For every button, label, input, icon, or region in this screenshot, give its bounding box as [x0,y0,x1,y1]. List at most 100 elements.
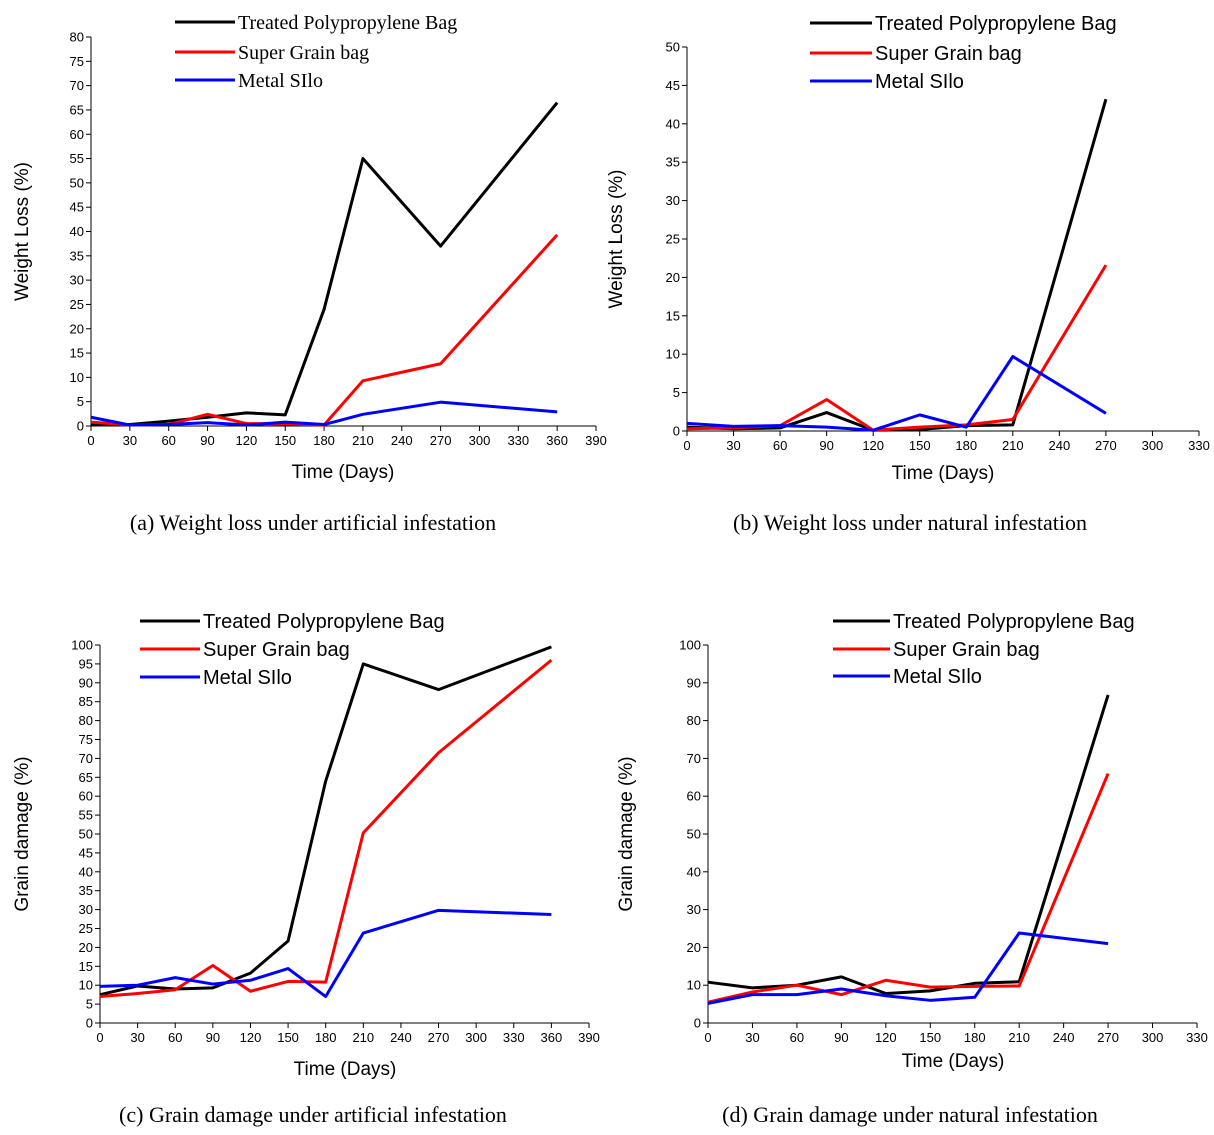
x-tick-label: 270 [1097,1030,1119,1045]
legend-label: Metal SIlo [875,71,964,93]
legend-label: Metal SIlo [893,666,982,688]
x-tick-label: 150 [277,1030,299,1045]
caption: (c) Grain damage under artificial infest… [119,1102,507,1127]
data-line [707,694,1110,996]
x-tick-label: 90 [834,1030,848,1045]
y-tick-label: 10 [666,347,680,362]
x-tick-label: 180 [955,438,977,453]
y-tick-label: 50 [687,827,701,842]
x-tick-label: 60 [790,1030,804,1045]
y-tick-label: 25 [79,921,93,936]
y-tick-label: 70 [79,751,93,766]
legend-label: Metal SIlo [203,667,292,689]
x-tick-label: 330 [1186,1030,1208,1045]
x-tick-label: 210 [352,1030,374,1045]
legend-label: Super Grain bag [238,42,369,64]
y-tick-label: 35 [70,248,84,263]
y-tick-label: 55 [79,808,93,823]
y-tick-label: 80 [79,713,93,728]
x-tick-label: 150 [919,1030,941,1045]
y-tick-label: 50 [666,40,680,55]
x-tick-label: 30 [123,433,137,448]
x-axis-label: Time (Days) [292,462,395,483]
data-line [686,264,1108,432]
caption: (d) Grain damage under natural infestati… [722,1102,1098,1127]
y-tick-label: 80 [70,30,84,45]
x-axis-label: Time (Days) [294,1059,397,1080]
y-tick-label: 65 [79,770,93,785]
y-tick-label: 0 [86,1016,93,1031]
y-tick-label: 5 [77,394,84,409]
data-line [99,908,552,999]
y-tick-label: 10 [687,978,701,993]
data-line [90,400,558,427]
x-tick-label: 30 [745,1030,759,1045]
y-tick-label: 85 [79,694,93,709]
legend-label: Treated Polypropylene Bag [893,611,1135,633]
x-tick-label: 210 [1002,438,1024,453]
y-tick-label: 60 [70,127,84,142]
y-tick-label: 5 [86,997,93,1012]
y-tick-label: 20 [70,321,84,336]
x-axis-label: Time (Days) [892,463,995,484]
x-tick-label: 240 [1053,1030,1075,1045]
x-tick-label: 150 [274,433,296,448]
x-tick-label: 180 [964,1030,986,1045]
x-tick-label: 120 [875,1030,897,1045]
y-tick-label: 45 [79,845,93,860]
y-tick-label: 30 [666,193,680,208]
x-tick-label: 210 [1008,1030,1030,1045]
y-tick-label: 100 [679,638,701,653]
legend-label: Treated Polypropylene Bag [238,12,457,34]
x-tick-label: 360 [546,433,568,448]
x-tick-label: 90 [200,433,214,448]
x-tick-label: 0 [683,438,690,453]
y-tick-label: 0 [694,1016,701,1031]
x-tick-label: 120 [240,1030,262,1045]
y-tick-label: 70 [687,751,701,766]
y-tick-label: 50 [70,175,84,190]
legend-label: Super Grain bag [875,43,1022,65]
data-line [707,772,1110,1004]
y-tick-label: 25 [666,232,680,247]
x-tick-label: 300 [465,1030,487,1045]
x-tick-label: 90 [206,1030,220,1045]
y-tick-label: 5 [673,385,680,400]
y-axis-label: Grain damage (%) [616,756,637,911]
y-tick-label: 20 [666,270,680,285]
data-line [707,931,1109,1005]
x-tick-label: 300 [469,433,491,448]
y-tick-label: 10 [79,978,93,993]
legend-label: Treated Polypropylene Bag [203,611,445,633]
y-tick-label: 30 [79,902,93,917]
y-tick-label: 15 [79,959,93,974]
x-tick-label: 120 [862,438,884,453]
y-tick-label: 10 [70,370,84,385]
data-line [90,233,559,427]
x-tick-label: 30 [130,1030,144,1045]
data-line [686,355,1107,432]
x-tick-label: 210 [352,433,374,448]
x-tick-label: 180 [313,433,335,448]
y-tick-label: 60 [687,789,701,804]
x-tick-label: 60 [773,438,787,453]
y-tick-label: 0 [77,419,84,434]
y-tick-label: 40 [666,116,680,131]
x-tick-label: 150 [909,438,931,453]
y-axis-label: Weight Loss (%) [12,162,33,301]
y-tick-label: 75 [79,732,93,747]
y-tick-label: 0 [673,424,680,439]
data-line [99,645,552,997]
x-axis-label: Time (Days) [902,1051,1005,1072]
y-tick-label: 30 [687,902,701,917]
caption: (b) Weight loss under natural infestatio… [733,510,1087,535]
y-tick-label: 45 [70,200,84,215]
y-tick-label: 40 [79,864,93,879]
y-tick-label: 15 [70,346,84,361]
x-tick-label: 330 [1188,438,1210,453]
y-axis-label: Grain damage (%) [12,756,33,911]
legend-label: Treated Polypropylene Bag [875,13,1117,35]
y-tick-label: 25 [70,297,84,312]
x-tick-label: 270 [1095,438,1117,453]
